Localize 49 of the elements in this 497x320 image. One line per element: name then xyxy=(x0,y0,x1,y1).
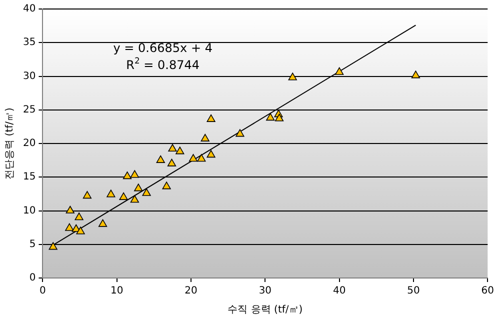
point xyxy=(48,242,58,250)
point xyxy=(176,146,184,154)
y-tick-label: 5 xyxy=(29,238,36,250)
point xyxy=(167,158,176,166)
y-tick-label: 10 xyxy=(22,205,36,216)
point xyxy=(65,223,74,231)
point xyxy=(197,154,206,162)
point xyxy=(106,190,116,198)
x-tick-label: 30 xyxy=(258,286,272,297)
x-tick-label: 60 xyxy=(481,286,494,297)
y-tick-label: 15 xyxy=(22,172,36,183)
point xyxy=(200,134,210,142)
x-tick-label: 20 xyxy=(184,286,198,297)
point xyxy=(335,67,344,75)
point xyxy=(274,114,284,122)
y-tick-label: 20 xyxy=(22,138,36,150)
point xyxy=(156,155,165,163)
point xyxy=(288,72,297,80)
point xyxy=(119,192,128,200)
x-tick-label: 10 xyxy=(110,286,124,297)
x-tick-label: 0 xyxy=(40,286,46,297)
point xyxy=(168,144,177,152)
x-tick-label: 40 xyxy=(332,286,346,297)
y-axis-title: 전단응력 (tf/㎡) xyxy=(4,108,16,180)
point xyxy=(134,184,143,192)
point xyxy=(66,206,74,214)
y-tick-label: 25 xyxy=(22,104,36,116)
y-tick-label: 35 xyxy=(22,37,36,48)
point xyxy=(130,170,139,178)
y-tick-label: 0 xyxy=(29,272,36,284)
x-axis-title: 수직 응력 (tf/㎡) xyxy=(228,304,303,316)
point xyxy=(74,212,84,220)
y-tick-label: 30 xyxy=(22,70,36,82)
point xyxy=(266,113,275,121)
point xyxy=(411,70,420,78)
point xyxy=(162,182,171,190)
y-tick-label: 40 xyxy=(22,4,36,15)
x-tick-label: 50 xyxy=(407,286,420,297)
point xyxy=(142,188,151,196)
point xyxy=(236,129,244,137)
point xyxy=(76,226,85,234)
point xyxy=(98,219,108,227)
point xyxy=(206,114,216,122)
point xyxy=(82,191,92,199)
point xyxy=(122,172,132,180)
point xyxy=(188,154,198,162)
point xyxy=(130,195,139,203)
point xyxy=(206,150,216,158)
annotation: y = 0.6685x + 4 xyxy=(113,41,212,56)
